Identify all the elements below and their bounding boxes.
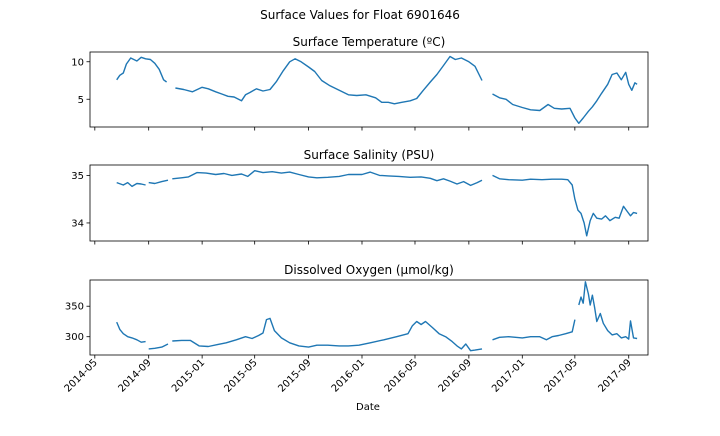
subplot-2: Surface Salinity (PSU) 34 35 xyxy=(71,148,649,245)
figure-title: Surface Values for Float 6901646 xyxy=(260,8,460,22)
series-line xyxy=(116,321,146,343)
x-tick-label: 2016-09 xyxy=(437,357,474,394)
series-line xyxy=(492,71,638,124)
x-tick-label: 2014-09 xyxy=(116,357,153,394)
subplot-3: Dissolved Oxygen (µmol/kg) 300 350 2014-05 2… xyxy=(63,263,649,395)
y-tick-label: 300 xyxy=(65,332,84,343)
x-tick-label: 2015-05 xyxy=(222,357,259,394)
series-line xyxy=(492,174,638,237)
x-axis-label: Date xyxy=(356,402,380,413)
y-tick-label: 5 xyxy=(78,95,84,106)
axes-frame xyxy=(89,164,649,242)
x-tick-label: 2016-01 xyxy=(330,357,367,394)
series-line xyxy=(148,343,169,350)
y-tick-label: 34 xyxy=(71,218,84,229)
subplot-1: Surface Temperature (ºC) 5 10 xyxy=(71,35,649,131)
series-line xyxy=(492,319,576,341)
series-line xyxy=(148,179,169,185)
series-line xyxy=(116,181,146,188)
y-tick-label: 35 xyxy=(71,171,84,182)
x-tick-label: 2014-05 xyxy=(63,357,100,394)
subplot-title: Surface Salinity (PSU) xyxy=(304,148,435,162)
x-tick-label: 2015-09 xyxy=(276,357,313,394)
subplot-title: Surface Temperature (ºC) xyxy=(293,35,446,49)
x-tick-label: 2017-01 xyxy=(490,357,527,394)
series-line xyxy=(172,317,483,352)
x-tick-label: 2016-05 xyxy=(383,357,420,394)
x-tick-label: 2017-09 xyxy=(597,357,634,394)
y-tick-label: 10 xyxy=(71,57,84,68)
x-tick-label: 2017-05 xyxy=(543,357,580,394)
axes-frame xyxy=(89,279,649,356)
subplot-title: Dissolved Oxygen (µmol/kg) xyxy=(284,263,454,277)
series-line xyxy=(116,56,168,83)
series-line xyxy=(175,55,483,105)
series-line xyxy=(578,281,638,340)
series-line xyxy=(172,170,483,187)
axes-frame xyxy=(89,51,649,128)
x-tick-label: 2015-01 xyxy=(170,357,207,394)
y-tick-label: 350 xyxy=(65,302,84,313)
